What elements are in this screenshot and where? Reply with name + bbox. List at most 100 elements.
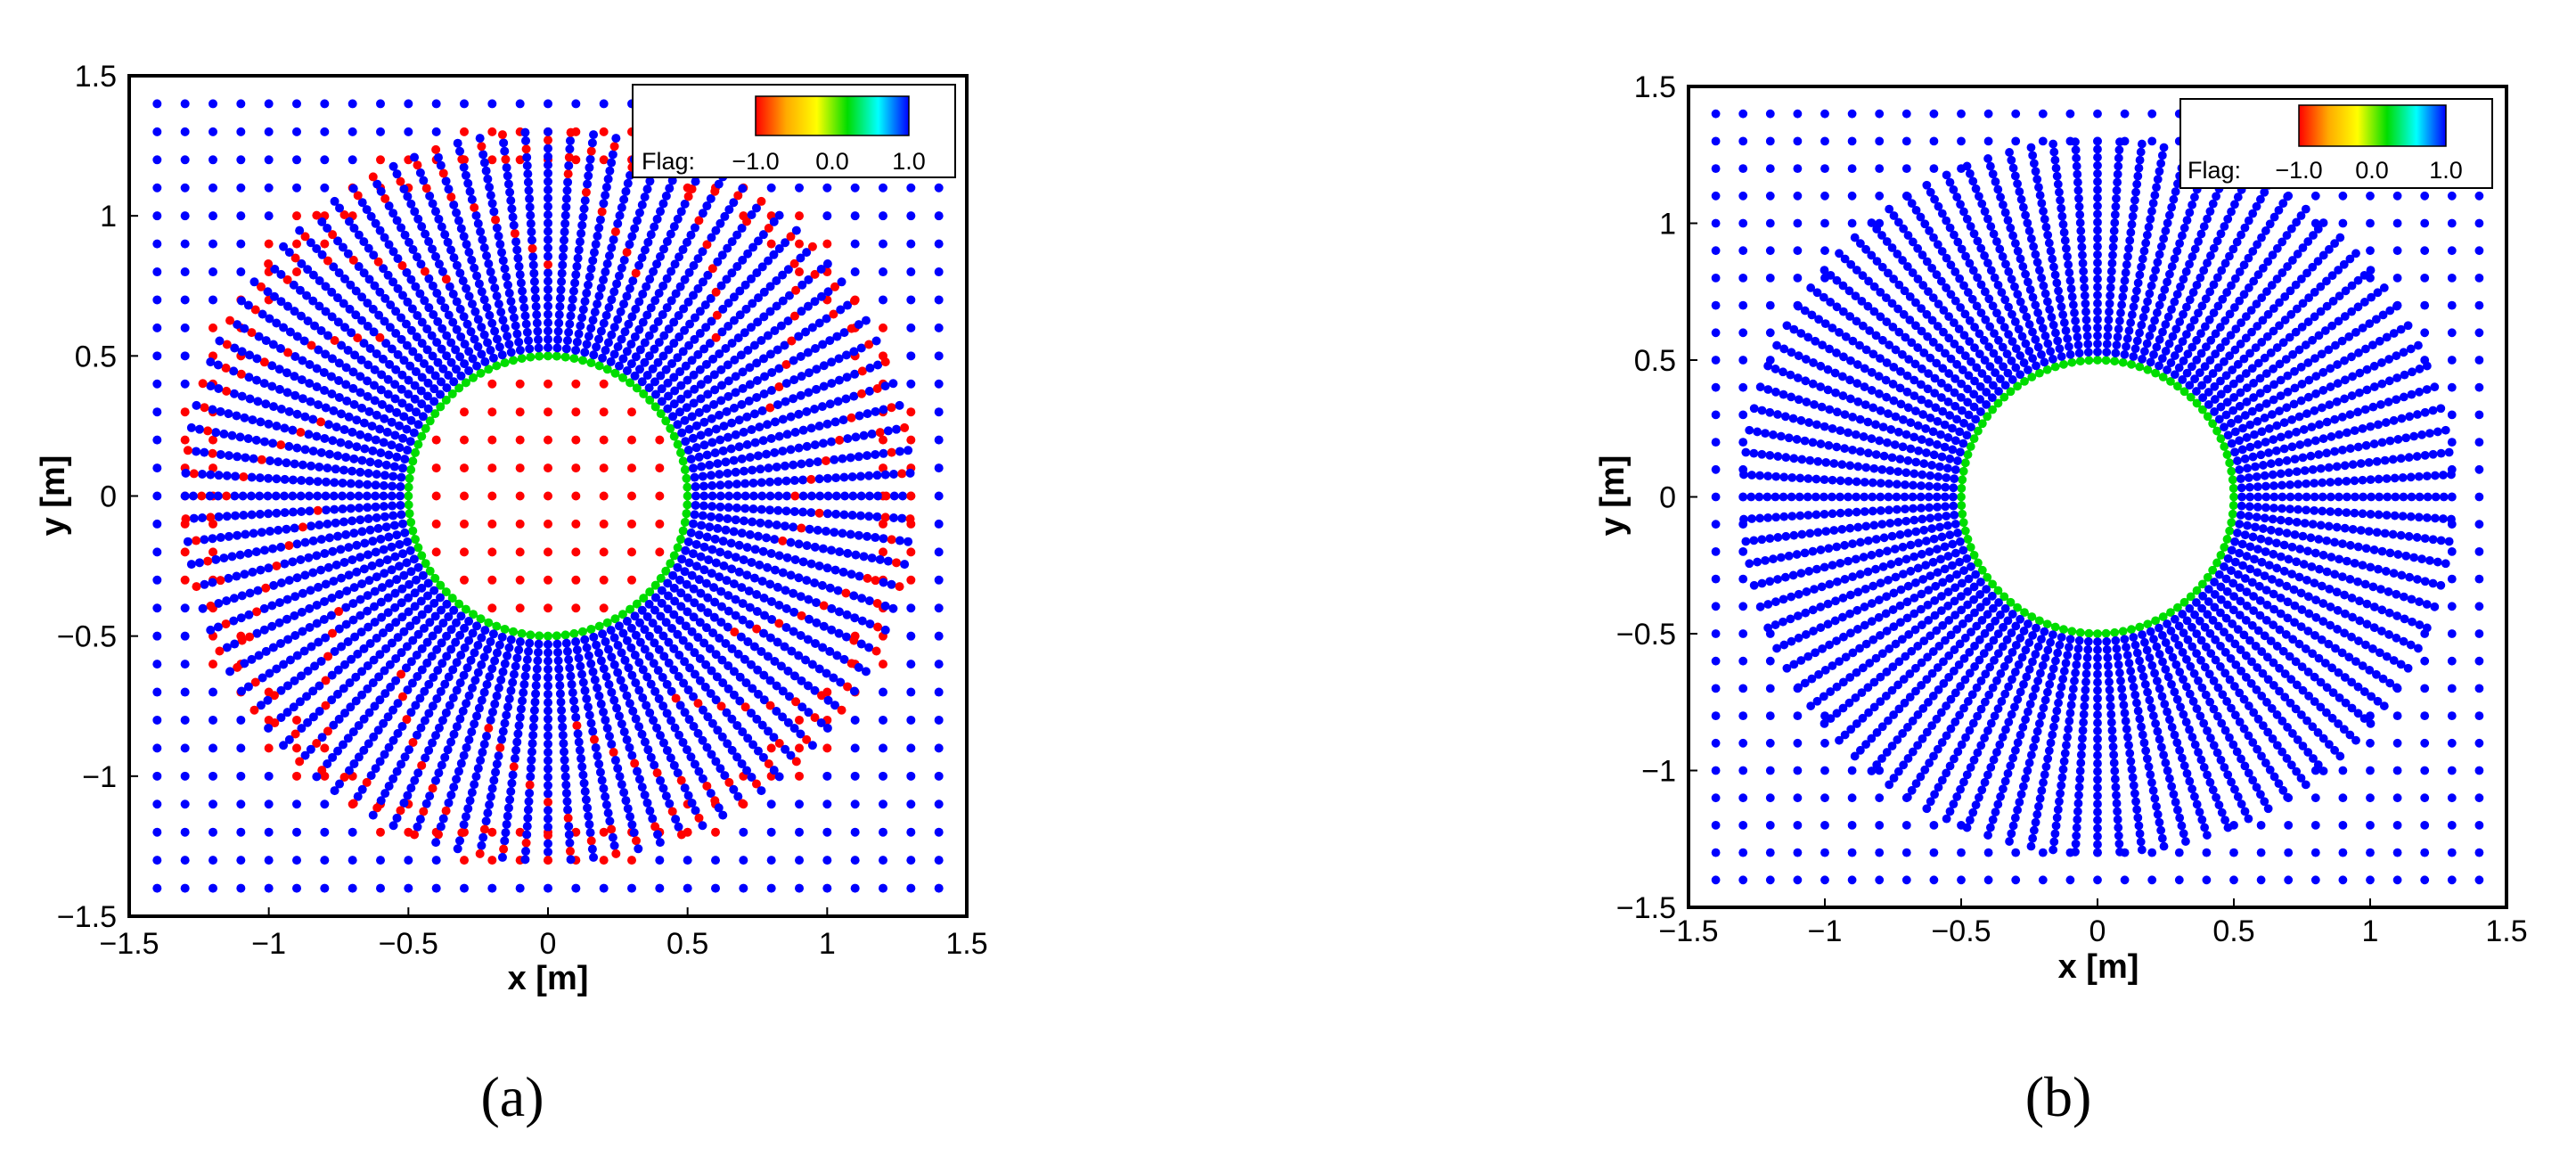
body-fitted-point bbox=[544, 822, 552, 832]
body-fitted-point bbox=[561, 788, 571, 798]
body-fitted-point bbox=[747, 557, 756, 567]
body-fitted-point bbox=[1925, 503, 1934, 512]
body-fitted-point bbox=[601, 791, 610, 801]
body-fitted-point bbox=[734, 540, 744, 550]
body-fitted-point bbox=[1869, 521, 1879, 530]
body-fitted-point bbox=[2315, 420, 2324, 430]
body-fitted-point bbox=[2261, 369, 2271, 379]
body-fitted-point bbox=[729, 579, 739, 589]
body-fitted-point bbox=[555, 689, 565, 699]
body-fitted-point bbox=[475, 849, 485, 858]
background-grid-point bbox=[2474, 547, 2484, 556]
body-fitted-point bbox=[214, 383, 224, 393]
body-fitted-point bbox=[314, 582, 323, 592]
body-fitted-point bbox=[645, 176, 655, 186]
body-fitted-point bbox=[2299, 425, 2309, 434]
body-fitted-point bbox=[742, 439, 752, 449]
body-fitted-point bbox=[346, 479, 356, 488]
background-grid-point bbox=[906, 771, 916, 781]
body-fitted-point bbox=[854, 530, 863, 540]
body-fitted-point bbox=[607, 687, 617, 697]
body-fitted-point bbox=[867, 429, 877, 439]
body-fitted-point bbox=[397, 260, 407, 270]
body-fitted-point bbox=[2129, 633, 2138, 642]
body-fitted-point bbox=[267, 361, 277, 371]
body-fitted-point bbox=[582, 340, 592, 349]
body-fitted-point bbox=[410, 830, 420, 840]
body-fitted-point bbox=[2283, 371, 2293, 381]
body-fitted-point bbox=[416, 386, 426, 396]
body-fitted-point bbox=[2021, 339, 2031, 348]
body-fitted-point bbox=[1970, 608, 1979, 618]
body-fitted-point bbox=[1863, 536, 1873, 545]
body-fitted-point bbox=[290, 611, 299, 620]
body-fitted-point bbox=[321, 307, 331, 316]
body-fitted-point bbox=[479, 158, 489, 168]
body-fitted-point bbox=[2204, 388, 2213, 397]
body-fitted-point bbox=[2155, 650, 2164, 659]
body-fitted-point bbox=[686, 230, 696, 240]
background-grid-point bbox=[348, 827, 357, 837]
body-fitted-point bbox=[341, 380, 351, 389]
background-grid-point bbox=[2310, 191, 2320, 201]
body-fitted-point bbox=[231, 471, 241, 481]
body-fitted-point bbox=[863, 531, 872, 541]
body-fitted-point bbox=[264, 563, 274, 573]
body-fitted-point bbox=[2303, 392, 2313, 402]
body-fitted-point bbox=[772, 301, 781, 311]
body-fitted-point bbox=[448, 665, 458, 675]
body-fitted-point bbox=[2161, 665, 2171, 674]
body-fitted-point bbox=[364, 514, 373, 524]
body-fitted-point bbox=[470, 648, 479, 658]
body-fitted-point bbox=[2210, 603, 2220, 612]
body-fitted-point bbox=[2163, 619, 2171, 628]
body-fitted-point bbox=[1949, 483, 1959, 493]
body-fitted-point bbox=[531, 689, 541, 699]
body-fitted-point bbox=[1977, 616, 1987, 625]
body-fitted-point bbox=[503, 179, 513, 189]
body-fitted-point bbox=[904, 446, 913, 455]
body-fitted-point bbox=[321, 282, 331, 291]
body-fitted-point bbox=[2170, 297, 2179, 307]
body-fitted-point bbox=[764, 256, 773, 266]
body-fitted-point bbox=[1883, 438, 1892, 447]
body-fitted-point bbox=[2192, 355, 2202, 365]
body-fitted-point bbox=[440, 752, 450, 762]
body-fitted-point bbox=[2294, 480, 2302, 489]
body-fitted-point bbox=[455, 678, 465, 688]
body-fitted-point bbox=[695, 307, 705, 316]
body-fitted-point bbox=[248, 567, 258, 577]
background-grid-point bbox=[544, 463, 552, 473]
body-fitted-point bbox=[1943, 587, 1953, 597]
body-fitted-point bbox=[797, 459, 806, 469]
background-grid-point bbox=[683, 856, 692, 865]
body-fitted-point bbox=[392, 813, 402, 823]
body-fitted-point bbox=[417, 665, 427, 675]
body-fitted-point bbox=[863, 451, 872, 461]
body-fitted-point bbox=[2093, 661, 2102, 671]
body-fitted-point bbox=[544, 318, 552, 328]
body-fitted-point bbox=[723, 468, 732, 478]
background-grid-point bbox=[2447, 246, 2457, 256]
body-fitted-point bbox=[1917, 364, 1926, 373]
body-fitted-point bbox=[675, 332, 684, 341]
body-fitted-point bbox=[656, 611, 666, 621]
body-fitted-point bbox=[2236, 596, 2245, 606]
body-fitted-point bbox=[410, 381, 420, 390]
body-fitted-point bbox=[249, 705, 259, 715]
body-fitted-point bbox=[2161, 320, 2171, 329]
body-fitted-point bbox=[408, 245, 418, 255]
body-fitted-point bbox=[370, 281, 380, 291]
body-fitted-point bbox=[2174, 344, 2184, 353]
body-fitted-point bbox=[1914, 538, 1924, 548]
body-fitted-point bbox=[2065, 349, 2075, 359]
body-fitted-point bbox=[514, 721, 524, 731]
body-fitted-point bbox=[2272, 421, 2282, 430]
body-fitted-point bbox=[2190, 374, 2199, 384]
body-fitted-point bbox=[711, 287, 721, 297]
body-fitted-point bbox=[770, 447, 780, 457]
body-fitted-point bbox=[2249, 393, 2259, 402]
body-fitted-point bbox=[506, 297, 516, 307]
background-grid-point bbox=[1793, 218, 1803, 228]
background-grid-point bbox=[1901, 848, 1911, 857]
